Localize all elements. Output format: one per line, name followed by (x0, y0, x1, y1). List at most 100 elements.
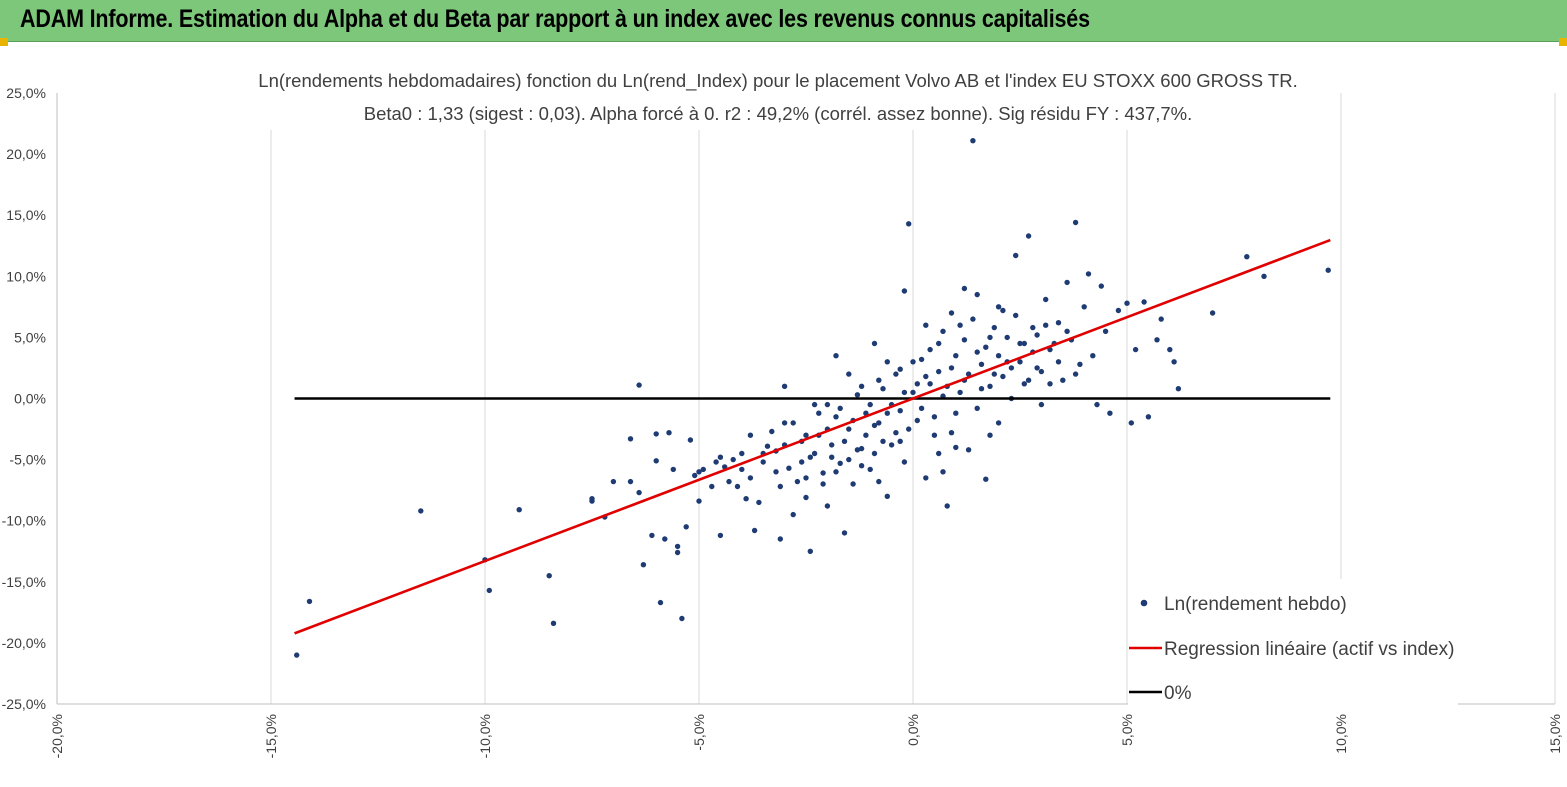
scatter-point (679, 615, 685, 622)
scatter-point (948, 430, 955, 436)
x-tick-label: -15,0% (263, 714, 279, 758)
scatter-point (640, 562, 647, 568)
scatter-point (991, 324, 997, 331)
scatter-point (1030, 324, 1036, 331)
scatter-point (734, 483, 741, 490)
scatter-point (764, 443, 771, 449)
scatter-point (799, 459, 805, 465)
scatter-point (901, 459, 908, 465)
scatter-point (974, 349, 980, 355)
scatter-points (294, 138, 1331, 658)
scatter-point (846, 426, 852, 432)
scatter-point (1209, 310, 1216, 316)
scatter-point (1072, 371, 1079, 377)
scatter-point (1017, 359, 1023, 365)
scatter-point (871, 340, 878, 347)
scatter-point (773, 469, 779, 475)
scatter-point (636, 382, 642, 388)
scatter-point (901, 389, 908, 396)
scatter-point (747, 475, 754, 481)
scatter-point (726, 478, 732, 485)
regression-line (294, 238, 1331, 635)
scatter-point (1141, 299, 1147, 305)
y-tick-label: 10,0% (6, 268, 46, 284)
scatter-point (1167, 346, 1173, 353)
report-banner: ADAM Informe. Estimation du Alpha et du … (0, 0, 1567, 42)
scatter-point (888, 442, 895, 448)
scatter-point (1325, 267, 1331, 273)
scatter-point (978, 386, 985, 392)
scatter-point (803, 494, 809, 501)
scatter-point (751, 527, 758, 534)
scatter-point (1124, 300, 1130, 306)
scatter-point (1013, 252, 1019, 259)
scatter-point (829, 454, 835, 460)
legend-label-zero: 0% (1164, 683, 1192, 704)
legend-label-regression: Regression linéaire (actif vs index) (1164, 639, 1454, 660)
scatter-point (953, 353, 959, 359)
scatter-point (1145, 414, 1152, 420)
x-tick-label: -20,0% (49, 714, 65, 758)
scatter-point (730, 456, 736, 463)
scatter-point (833, 353, 839, 359)
scatter-point (910, 359, 916, 365)
scatter-point (657, 599, 664, 606)
scatter-point (739, 450, 745, 457)
scatter-point (666, 430, 672, 436)
scatter-point (1077, 361, 1083, 367)
scatter-point (683, 524, 689, 530)
scatter-point (970, 138, 976, 144)
scatter-point (961, 337, 968, 343)
y-tick-label: 0,0% (14, 391, 46, 407)
scatter-point (670, 466, 676, 473)
scatter-point (931, 414, 938, 420)
scatter-point (837, 460, 843, 466)
scatter-point (1244, 254, 1250, 260)
scatter-point (1102, 328, 1109, 334)
scatter-point (897, 366, 903, 372)
scatter-point (1047, 381, 1053, 387)
scatter-point (940, 469, 946, 475)
scatter-point (858, 463, 865, 469)
scatter-point (1072, 219, 1079, 226)
legend-marker-points (1140, 599, 1148, 607)
scatter-point (876, 420, 882, 426)
scatter-point (936, 450, 942, 457)
scatter-point (696, 498, 702, 504)
scatter-point (777, 536, 783, 542)
scatter-point (871, 422, 878, 429)
scatter-point (858, 445, 865, 452)
scatter-point (653, 458, 659, 464)
scatter-point (965, 371, 972, 377)
y-tick-label: -25,0% (2, 696, 46, 712)
scatter-point (957, 322, 963, 328)
scatter-point (1055, 359, 1062, 365)
y-tick-label: -20,0% (2, 635, 46, 651)
scatter-point (854, 392, 861, 398)
scatter-point (953, 410, 959, 416)
scatter-point (777, 483, 783, 490)
scatter-point (995, 353, 1002, 359)
scatter-point (649, 532, 655, 539)
scatter-point (687, 437, 694, 443)
corner-mark-right (1559, 38, 1567, 46)
scatter-point (756, 499, 762, 506)
scatter-point (829, 442, 835, 448)
scatter-point (627, 478, 634, 485)
title-backdrop (255, 84, 1330, 130)
scatter-point (1055, 320, 1062, 326)
chart-title-line2: Beta0 : 1,33 (sigest : 0,03). Alpha forc… (364, 103, 1193, 124)
scatter-point (294, 652, 300, 658)
scatter-point (948, 310, 955, 316)
scatter-point (970, 316, 976, 322)
corner-mark-left (0, 38, 8, 46)
scatter-point (1034, 365, 1040, 371)
scatter-point (610, 478, 617, 485)
scatter-point (923, 475, 929, 481)
scatter-point (653, 431, 659, 437)
scatter-point (880, 386, 886, 392)
scatter-point (662, 536, 668, 542)
x-tick-label: 5,0% (1119, 714, 1135, 746)
scatter-point (717, 532, 724, 539)
scatter-point (983, 344, 989, 350)
